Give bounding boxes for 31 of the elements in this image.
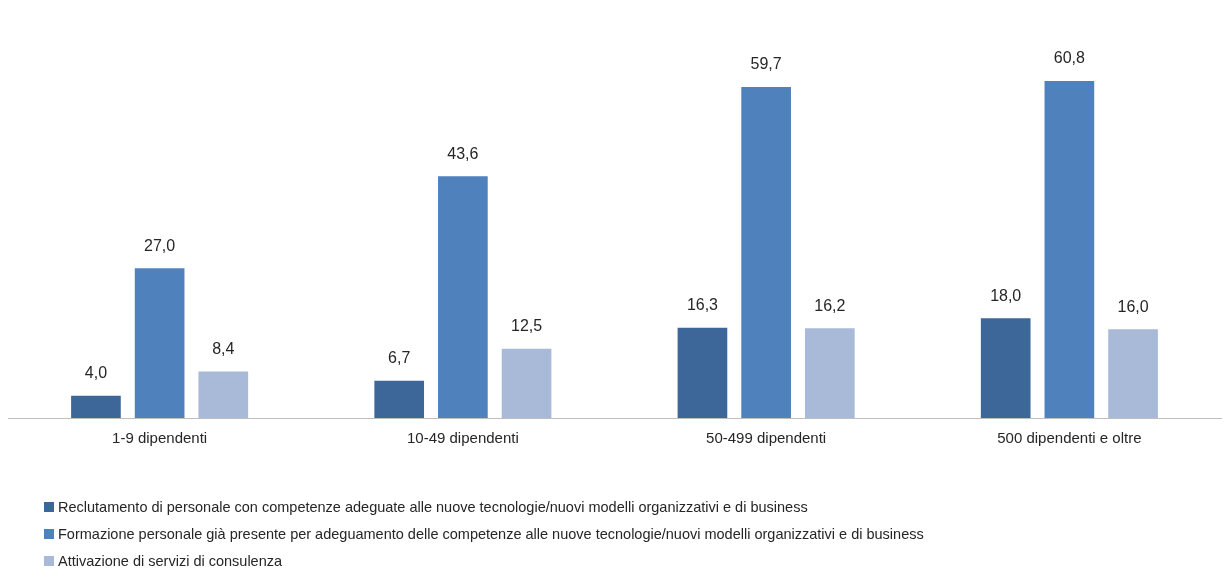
bar [374, 380, 425, 418]
data-label: 60,8 [1053, 49, 1086, 67]
data-label: 16,2 [814, 296, 846, 314]
legend-label: Reclutamento di personale con competenze adeguate alle nuove tecnologie/nuovi modelli organizzativi e di business [57, 498, 809, 517]
bar [804, 328, 855, 418]
data-label: 59,7 [750, 55, 782, 73]
bar [1044, 80, 1095, 418]
bar [980, 318, 1031, 418]
data-label: 6,7 [388, 349, 411, 367]
bar [198, 371, 249, 418]
data-label: 43,6 [447, 144, 479, 162]
x-tick-label: 50-499 dipendenti [706, 429, 827, 447]
data-label: 18,0 [990, 286, 1022, 304]
data-label: 12,5 [510, 317, 543, 335]
bar [438, 176, 488, 418]
legend-label: Attivazione di servizi di consulenza [57, 552, 284, 571]
data-label: 4,0 [84, 364, 108, 382]
data-label: 16,0 [1117, 297, 1149, 315]
bar [71, 395, 121, 418]
x-tick-label: 500 dipendenti e oltre [997, 429, 1142, 447]
bar [677, 327, 728, 418]
data-label: 16,3 [686, 296, 719, 314]
bar [741, 87, 791, 418]
x-tick-label: 1-9 dipendenti [112, 429, 208, 447]
legend-label: Formazione personale già presente per adeguamento delle competenze alle nuove tecnologie/nuovi modelli organizzativi e di business [57, 525, 924, 544]
bar [1108, 329, 1158, 418]
data-label: 8,4 [212, 339, 235, 357]
x-tick-label: 10-49 dipendenti [406, 429, 519, 447]
data-label: 27,0 [144, 236, 176, 254]
bar [501, 348, 552, 418]
bar [134, 268, 185, 418]
